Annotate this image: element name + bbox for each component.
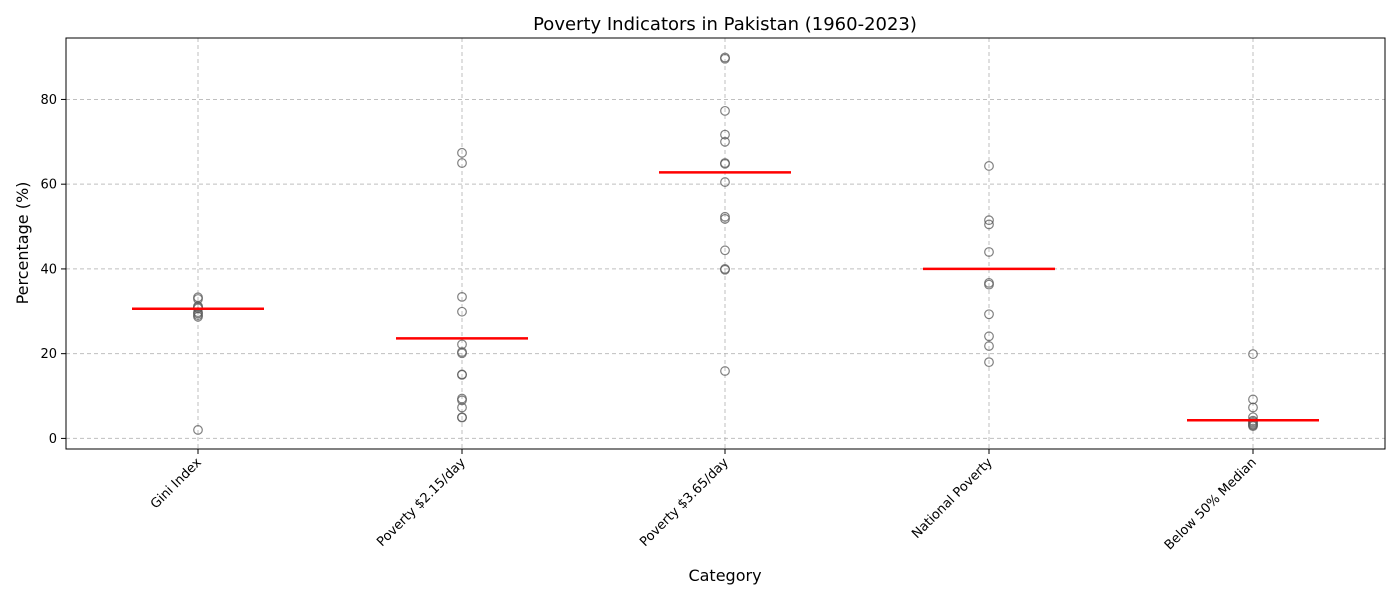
grid-layer bbox=[66, 38, 1385, 449]
data-point bbox=[193, 425, 203, 435]
data-point bbox=[457, 158, 467, 168]
data-point bbox=[1248, 349, 1258, 359]
data-point bbox=[720, 366, 730, 376]
y-tick-label: 80 bbox=[40, 93, 57, 108]
data-point bbox=[720, 245, 730, 256]
x-tick-label: National Poverty bbox=[909, 455, 996, 542]
data-point bbox=[720, 158, 730, 168]
data-point bbox=[457, 369, 467, 380]
data-point bbox=[457, 393, 467, 404]
median-layer bbox=[132, 171, 1319, 422]
data-point bbox=[457, 339, 467, 350]
data-point bbox=[720, 52, 730, 63]
data-point bbox=[984, 215, 994, 226]
data-point bbox=[720, 105, 730, 116]
x-tick-label: Gini Index bbox=[148, 455, 205, 512]
data-point bbox=[720, 129, 730, 140]
data-point bbox=[984, 278, 994, 288]
data-point bbox=[984, 357, 994, 368]
x-tick-label: Poverty $3.65/day bbox=[637, 455, 732, 550]
y-tick-label: 40 bbox=[40, 262, 57, 277]
data-point bbox=[720, 264, 730, 274]
data-point bbox=[984, 341, 994, 351]
y-tick-label: 0 bbox=[49, 432, 57, 447]
data-point bbox=[984, 331, 994, 342]
data-point bbox=[457, 412, 467, 423]
chart-title: Poverty Indicators in Pakistan (1960-202… bbox=[533, 14, 917, 35]
data-point bbox=[1248, 394, 1258, 405]
data-point bbox=[720, 211, 730, 222]
data-point bbox=[984, 247, 994, 257]
x-tick-label: Poverty $2.15/day bbox=[374, 455, 469, 550]
data-point bbox=[457, 291, 467, 302]
data-point bbox=[457, 347, 467, 357]
x-axis-label: Category bbox=[688, 566, 761, 585]
data-point bbox=[457, 306, 467, 317]
data-point bbox=[720, 177, 730, 187]
data-point bbox=[457, 147, 467, 158]
y-tick-label: 60 bbox=[40, 178, 57, 193]
data-point bbox=[720, 136, 730, 147]
ticks-layer: 0 20 40 60 80 Gini Index Poverty $2.15/day Pove… bbox=[40, 93, 1259, 553]
data-point bbox=[984, 309, 994, 320]
y-tick-label: 20 bbox=[40, 347, 57, 362]
y-axis-label: Percentage (%) bbox=[13, 182, 32, 305]
x-tick-label: Below 50% Median bbox=[1162, 455, 1260, 553]
data-point bbox=[1248, 412, 1258, 423]
data-point bbox=[984, 161, 994, 171]
data-point bbox=[193, 292, 203, 303]
data-point bbox=[984, 219, 994, 230]
